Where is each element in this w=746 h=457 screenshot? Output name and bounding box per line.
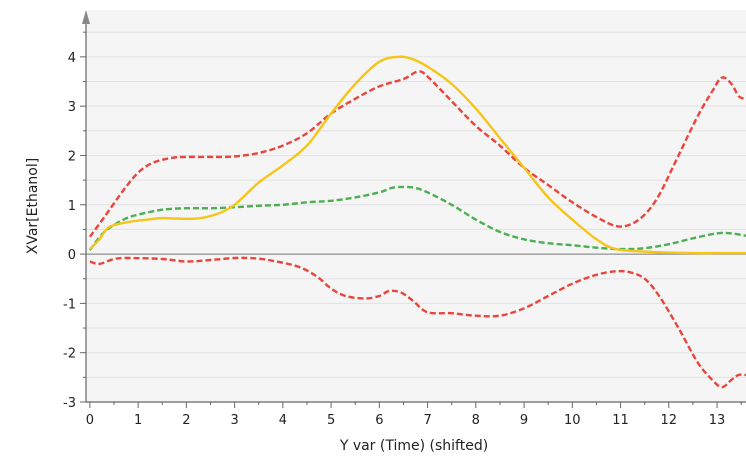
x-tick-label: 5 [327,413,335,428]
y-tick-label: -1 [63,297,76,312]
series-line-0 [89,55,746,255]
y-tick-label: 3 [68,100,76,115]
series-lines [88,55,746,389]
axes [80,10,746,408]
plot-background [86,10,746,402]
x-tick-label: 13 [709,413,726,428]
series-line-3 [88,185,746,251]
y-axis-arrow [82,10,90,24]
series-line-2 [89,256,746,389]
x-tick-label: 4 [279,413,287,428]
x-tick-label: 7 [423,413,431,428]
x-tick-label: 11 [612,413,629,428]
y-tick-label: 2 [68,149,76,164]
y-tick-label: 0 [68,248,76,263]
y-tick-label: 1 [68,199,76,214]
x-tick-label: 0 [86,413,94,428]
x-tick-label: 1 [134,413,142,428]
x-tick-label: 9 [520,413,528,428]
x-tick-label: 3 [230,413,238,428]
y-tick-label: -3 [63,396,76,411]
x-tick-label: 2 [182,413,190,428]
x-tick-label: 10 [564,413,581,428]
y-tick-label: 4 [68,51,76,66]
x-tick-label: 12 [661,413,678,428]
y-axis-title: XVar[Ethanol] [25,158,41,254]
series-line-1 [88,70,746,238]
y-tick-label: -2 [63,347,76,362]
x-tick-label: 6 [375,413,383,428]
x-axis-title: Y var (Time) (shifted) [339,438,488,454]
x-tick-label: 8 [472,413,480,428]
